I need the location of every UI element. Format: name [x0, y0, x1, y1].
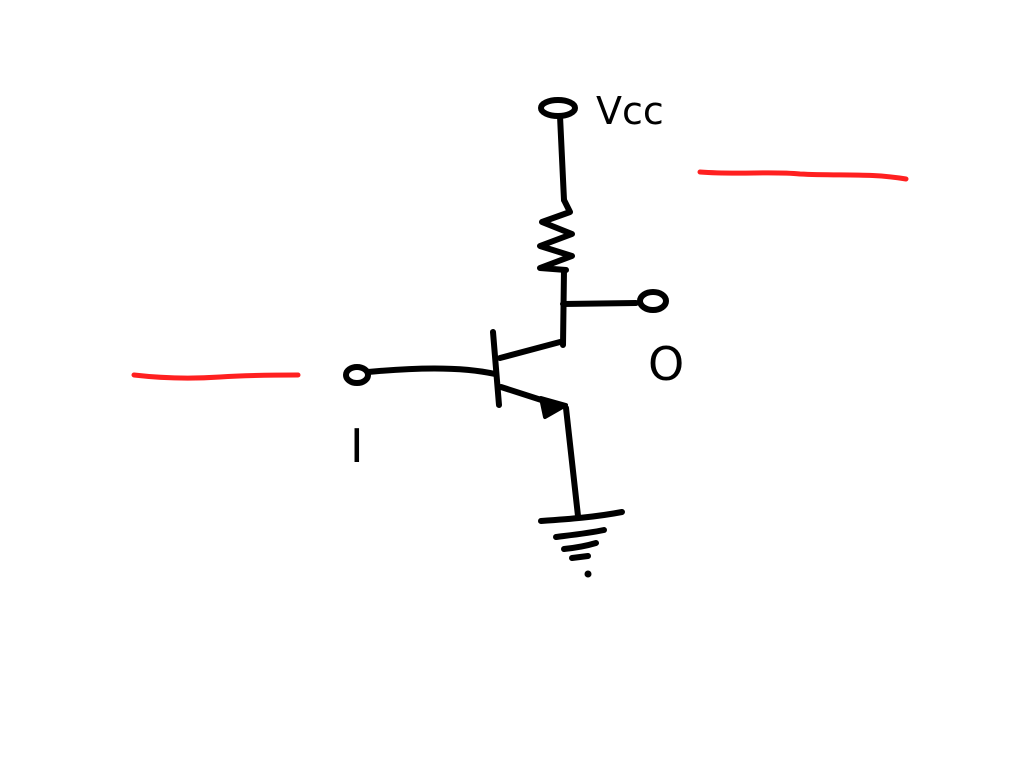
ground-wire: [563, 405, 581, 519]
emitter-arrow-icon: [539, 396, 568, 419]
vcc-wire: [557, 113, 567, 203]
vcc-terminal: [538, 97, 578, 119]
input-wire: [365, 365, 498, 377]
input-level-line: [131, 372, 301, 381]
vcc-label: Vcc: [596, 89, 664, 133]
output-wire: [560, 300, 639, 307]
collector-resistor: [537, 197, 575, 273]
input-terminal: [343, 364, 371, 386]
transistor-base-bar: [490, 329, 502, 408]
ground-icon: [538, 509, 625, 578]
transistor-collector-leg: [497, 339, 563, 361]
output-level-line: [697, 169, 909, 182]
resistor-collector-wire: [560, 267, 567, 348]
output-terminal: [637, 289, 669, 313]
output-label: O: [648, 337, 684, 391]
input-label: I: [350, 419, 364, 473]
